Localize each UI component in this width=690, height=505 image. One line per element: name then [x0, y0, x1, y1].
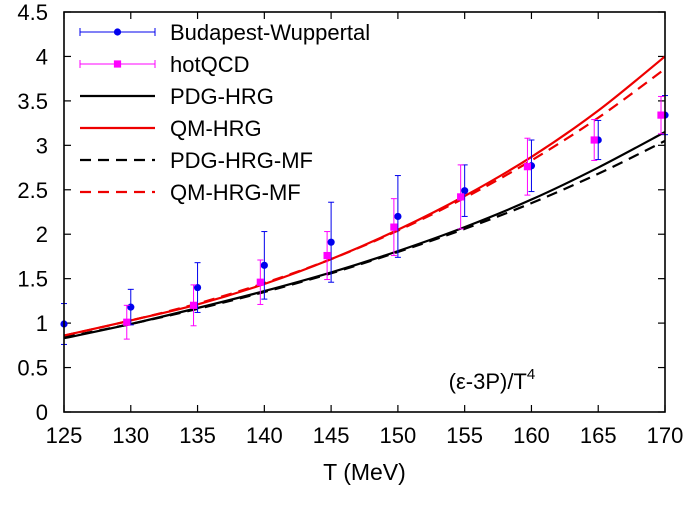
point-marker: [657, 111, 665, 119]
x-tick-labels: 125 130 135 140 145 150 155 160 165 170: [46, 423, 684, 448]
y-tick-label: 1: [36, 311, 48, 336]
legend-item-hotqcd: hotQCD: [79, 52, 249, 77]
point-marker: [189, 301, 198, 309]
point-hotqcd: [590, 119, 598, 161]
y-tick-label: 1.5: [17, 267, 48, 292]
point-hotqcd: [189, 284, 198, 327]
y-tick-label: 4: [36, 44, 48, 69]
curve-qm-hrg: [63, 55, 666, 337]
point-marker: [457, 193, 465, 201]
x-tick-label: 135: [179, 423, 216, 448]
legend-label: PDG-HRG-MF: [170, 148, 313, 173]
legend-swatch-marker: [113, 28, 122, 36]
x-tick-label: 130: [112, 423, 149, 448]
legend-item-qm-hrg-mf: QM-HRG-MF: [80, 180, 301, 205]
point-marker: [390, 223, 398, 231]
point-hotqcd: [457, 164, 465, 230]
legend-item-pdg-hrg: PDG-HRG: [80, 84, 274, 109]
legend-label: hotQCD: [170, 52, 249, 77]
legend-label: QM-HRG: [170, 116, 262, 141]
point-marker: [260, 261, 268, 269]
point-hotqcd: [323, 231, 331, 281]
y-tick-label: 2: [36, 222, 48, 247]
point-marker: [394, 212, 402, 221]
legend-label: Budapest-Wuppertal: [170, 20, 370, 45]
point-marker: [327, 238, 335, 246]
legend-label: QM-HRG-MF: [170, 180, 301, 205]
y-tick-label: 2.5: [17, 178, 48, 203]
annotation-superscript: 4: [527, 366, 535, 383]
x-tick-label: 155: [446, 423, 483, 448]
point-marker: [127, 303, 135, 311]
point-budapest-wuppertal: [260, 231, 268, 300]
x-tick-label: 160: [513, 423, 550, 448]
x-tick-label: 165: [580, 423, 617, 448]
quantity-annotation: (ε-3P)/T4: [449, 366, 536, 394]
x-tick-label: 125: [46, 423, 83, 448]
point-marker: [523, 163, 532, 171]
axis-ticks: [63, 11, 666, 413]
point-hotqcd: [256, 259, 264, 305]
y-tick-labels: 0 0.5 1 1.5 2 2.5 3 3.5 4 4.5: [17, 0, 48, 425]
point-marker: [256, 278, 264, 286]
legend: Budapest-Wuppertal hotQCD PDG-HRG QM-HRG PDG…: [79, 20, 370, 205]
x-tick-label: 145: [313, 423, 350, 448]
point-hotqcd: [523, 137, 532, 196]
x-tick-label: 150: [380, 423, 417, 448]
y-tick-label: 0: [36, 400, 48, 425]
y-tick-label: 0.5: [17, 356, 48, 381]
legend-swatch-marker: [113, 60, 122, 68]
lattice-points: [60, 95, 669, 345]
point-marker: [461, 187, 469, 195]
legend-item-qm-hrg: QM-HRG: [80, 116, 262, 141]
x-tick-label: 140: [246, 423, 283, 448]
x-tick-label: 170: [647, 423, 684, 448]
point-marker: [193, 283, 202, 292]
legend-label: PDG-HRG: [170, 84, 274, 109]
x-axis-title: T (MeV): [323, 459, 406, 485]
point-budapest-wuppertal: [327, 201, 335, 283]
model-curves: [63, 55, 666, 340]
plot-frame: [63, 11, 666, 413]
point-budapest-wuppertal: [461, 164, 469, 217]
curve-pdg-hrg: [63, 131, 666, 340]
y-tick-label: 4.5: [17, 0, 48, 25]
curve-qm-hrg-mf: [63, 68, 666, 337]
point-hotqcd: [390, 198, 398, 257]
point-budapest-wuppertal: [394, 175, 402, 258]
legend-item-pdg-hrg-mf: PDG-HRG-MF: [80, 148, 313, 173]
point-marker: [590, 136, 598, 144]
y-tick-label: 3.5: [17, 89, 48, 114]
y-tick-label: 3: [36, 133, 48, 158]
annotation-base: (ε-3P)/T: [449, 369, 527, 394]
point-hotqcd: [123, 304, 131, 340]
curve-pdg-hrg-mf: [63, 139, 666, 339]
point-marker: [323, 251, 331, 260]
point-budapest-wuppertal: [193, 262, 202, 313]
point-marker: [123, 318, 131, 326]
point-hotqcd: [657, 95, 665, 135]
legend-item-budapest-wuppertal: Budapest-Wuppertal: [79, 20, 370, 45]
